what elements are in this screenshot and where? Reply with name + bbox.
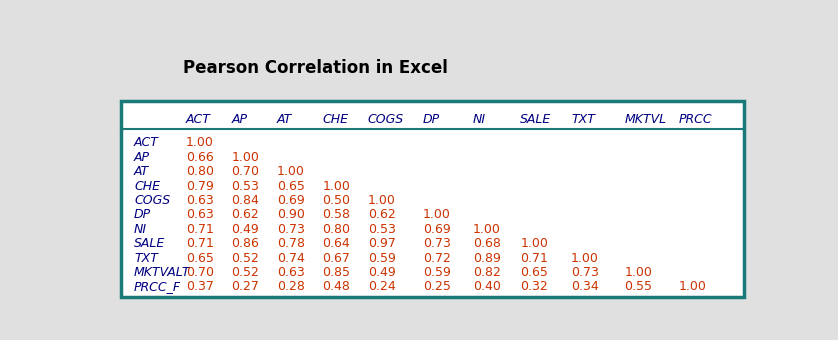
Text: 0.85: 0.85: [323, 266, 350, 279]
Text: CHE: CHE: [323, 113, 349, 126]
Text: 0.70: 0.70: [231, 165, 260, 178]
Text: 0.84: 0.84: [231, 194, 259, 207]
Text: 0.25: 0.25: [423, 280, 451, 293]
Text: ACT: ACT: [134, 136, 159, 149]
Text: 0.63: 0.63: [186, 194, 214, 207]
Text: COGS: COGS: [368, 113, 404, 126]
Text: 0.34: 0.34: [571, 280, 599, 293]
Text: 0.49: 0.49: [368, 266, 396, 279]
Text: 0.74: 0.74: [277, 252, 305, 265]
Text: 0.66: 0.66: [186, 151, 214, 164]
Text: 0.65: 0.65: [520, 266, 548, 279]
Text: 0.62: 0.62: [231, 208, 259, 221]
Text: MKTVALT: MKTVALT: [134, 266, 190, 279]
Text: 1.00: 1.00: [186, 136, 214, 149]
Text: 0.65: 0.65: [186, 252, 214, 265]
Text: 0.50: 0.50: [323, 194, 350, 207]
Text: 0.71: 0.71: [186, 223, 214, 236]
Text: 0.90: 0.90: [277, 208, 305, 221]
Text: MKTVL: MKTVL: [624, 113, 666, 126]
FancyBboxPatch shape: [121, 101, 744, 298]
Text: 0.55: 0.55: [624, 280, 652, 293]
Text: 0.53: 0.53: [231, 180, 259, 192]
Text: 1.00: 1.00: [473, 223, 501, 236]
Text: 0.73: 0.73: [423, 237, 451, 250]
Text: 0.32: 0.32: [520, 280, 548, 293]
Text: NI: NI: [134, 223, 147, 236]
Text: Pearson Correlation in Excel: Pearson Correlation in Excel: [183, 59, 447, 77]
Text: TXT: TXT: [134, 252, 158, 265]
Text: 0.70: 0.70: [186, 266, 214, 279]
Text: 0.65: 0.65: [277, 180, 305, 192]
Text: 1.00: 1.00: [277, 165, 305, 178]
Text: 1.00: 1.00: [368, 194, 396, 207]
Text: AP: AP: [134, 151, 150, 164]
Text: 0.79: 0.79: [186, 180, 214, 192]
Text: 0.59: 0.59: [423, 266, 451, 279]
Text: DP: DP: [134, 208, 151, 221]
Text: 0.24: 0.24: [368, 280, 396, 293]
Text: 1.00: 1.00: [323, 180, 350, 192]
Text: AT: AT: [277, 113, 292, 126]
Text: 0.86: 0.86: [231, 237, 259, 250]
Text: 1.00: 1.00: [520, 237, 548, 250]
Text: PRCC_F: PRCC_F: [134, 280, 181, 293]
Text: 0.62: 0.62: [368, 208, 396, 221]
Text: 0.52: 0.52: [231, 266, 259, 279]
Text: 0.49: 0.49: [231, 223, 259, 236]
Text: 0.67: 0.67: [323, 252, 350, 265]
Text: 1.00: 1.00: [231, 151, 259, 164]
Text: 1.00: 1.00: [423, 208, 451, 221]
Text: SALE: SALE: [134, 237, 165, 250]
Text: CHE: CHE: [134, 180, 160, 192]
Text: 0.58: 0.58: [323, 208, 350, 221]
Text: 0.63: 0.63: [186, 208, 214, 221]
Text: 0.78: 0.78: [277, 237, 305, 250]
Text: 0.89: 0.89: [473, 252, 501, 265]
Text: 0.69: 0.69: [423, 223, 451, 236]
Text: 0.53: 0.53: [368, 223, 396, 236]
Text: 0.52: 0.52: [231, 252, 259, 265]
Text: 0.37: 0.37: [186, 280, 214, 293]
Text: TXT: TXT: [571, 113, 595, 126]
Text: DP: DP: [423, 113, 440, 126]
Text: PRCC: PRCC: [678, 113, 711, 126]
Text: 0.71: 0.71: [520, 252, 548, 265]
Text: 0.64: 0.64: [323, 237, 350, 250]
Text: 0.28: 0.28: [277, 280, 305, 293]
Text: 0.40: 0.40: [473, 280, 501, 293]
Text: 0.82: 0.82: [473, 266, 501, 279]
Text: ACT: ACT: [186, 113, 211, 126]
Text: 0.68: 0.68: [473, 237, 501, 250]
Text: 0.69: 0.69: [277, 194, 304, 207]
Text: 0.97: 0.97: [368, 237, 396, 250]
Text: 0.48: 0.48: [323, 280, 350, 293]
Text: 0.80: 0.80: [186, 165, 214, 178]
Text: COGS: COGS: [134, 194, 170, 207]
Text: 0.72: 0.72: [423, 252, 451, 265]
Text: SALE: SALE: [520, 113, 551, 126]
Text: 0.59: 0.59: [368, 252, 396, 265]
Text: AT: AT: [134, 165, 149, 178]
Text: 0.27: 0.27: [231, 280, 259, 293]
Text: AP: AP: [231, 113, 247, 126]
Text: 0.63: 0.63: [277, 266, 304, 279]
Text: 0.73: 0.73: [571, 266, 599, 279]
Text: 0.71: 0.71: [186, 237, 214, 250]
Text: 0.80: 0.80: [323, 223, 350, 236]
Text: 1.00: 1.00: [624, 266, 652, 279]
Text: 0.73: 0.73: [277, 223, 305, 236]
Text: 1.00: 1.00: [571, 252, 599, 265]
Text: 1.00: 1.00: [678, 280, 706, 293]
Text: NI: NI: [473, 113, 486, 126]
